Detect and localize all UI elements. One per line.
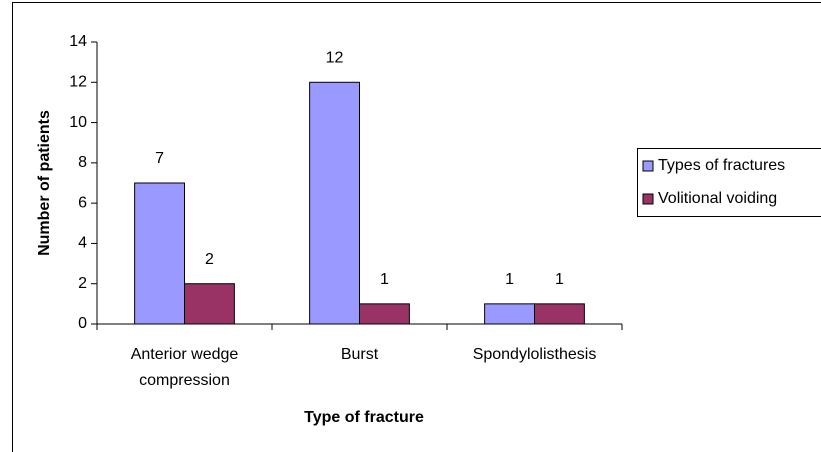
x-tick-label: Burst (341, 346, 379, 363)
y-tick-label: 6 (78, 194, 87, 211)
y-tick-label: 4 (78, 235, 87, 252)
legend-label: Types of fractures (658, 157, 785, 174)
data-label: 1 (505, 271, 514, 288)
bar (134, 182, 185, 325)
y-axis-label: Number of patients (36, 110, 53, 256)
data-label: 7 (155, 150, 164, 167)
y-tick-label: 10 (69, 114, 87, 131)
x-axis-label: Type of fracture (304, 409, 424, 426)
y-tick-label: 0 (78, 315, 87, 332)
bar (359, 303, 410, 325)
legend-swatch (642, 193, 654, 205)
legend-box (637, 148, 821, 217)
data-label: 1 (555, 271, 564, 288)
y-tick-label: 2 (78, 275, 87, 292)
bar (184, 283, 235, 325)
bar (309, 81, 360, 325)
x-tick-label: Anterior wedge compression (131, 346, 239, 389)
data-label: 2 (205, 251, 214, 268)
legend-label: Volitional voiding (658, 190, 777, 207)
data-label: 1 (380, 271, 389, 288)
bar (534, 303, 585, 325)
y-tick-label: 12 (69, 74, 87, 91)
y-tick-label: 8 (78, 154, 87, 171)
bar (484, 303, 535, 325)
legend-swatch (642, 160, 654, 172)
y-tick-label: 14 (69, 33, 87, 50)
data-label: 12 (326, 50, 344, 67)
x-tick-label: Spondylolisthesis (473, 346, 597, 363)
chart-border (12, 2, 821, 452)
